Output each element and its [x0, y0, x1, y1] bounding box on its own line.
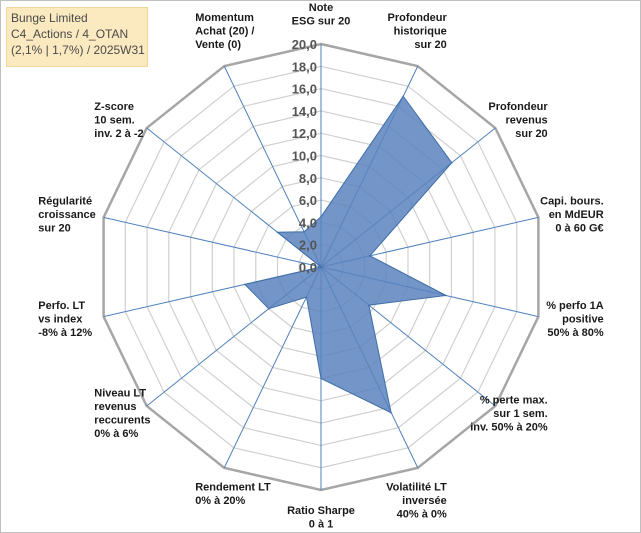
axis-label-line: Perfo. LT: [38, 300, 85, 312]
axis-label-3: Capi. bours. en MdEUR 0 à 60 G€: [540, 196, 604, 235]
axis-label-line: en MdEUR: [549, 209, 604, 221]
data-point-11: [320, 266, 322, 268]
data-point-8: [305, 296, 308, 298]
axis-label-line: revenus: [94, 401, 136, 413]
axis-label-0: Note ESG sur 20: [292, 2, 351, 28]
data-point-7: [320, 377, 322, 380]
axis-label-line: inv. 2 à -2: [94, 128, 143, 140]
axis-label-line: Z-score: [94, 101, 134, 113]
axis-label-line: Rendement LT: [195, 482, 271, 494]
axis-label-line: positive: [562, 314, 604, 326]
axis-label-line: 0% à 6%: [94, 428, 138, 440]
data-point-5: [368, 304, 370, 307]
tick-label-9: 18,0: [292, 59, 317, 74]
axis-label-line: 40% à 0%: [397, 509, 447, 521]
axis-label-8: Rendement LT 0% à 20%: [195, 482, 271, 508]
data-point-10: [244, 283, 246, 286]
axis-label-line: 0 à 60 G€: [555, 223, 603, 235]
axis-label-line: Note: [309, 2, 333, 14]
data-point-3: [369, 255, 371, 257]
data-point-4: [445, 294, 447, 297]
data-point-6: [390, 411, 392, 414]
data-point-13: [303, 231, 305, 233]
axis-label-line: reccurents: [94, 415, 150, 427]
axis-label-line: Momentum: [195, 12, 254, 24]
tick-label-5: 10,0: [292, 149, 317, 164]
data-point-1: [402, 95, 405, 97]
axis-label-line: sur 20: [515, 128, 547, 140]
axis-label-line: Achat (20) /: [195, 25, 254, 37]
axis-label-line: Niveau LT: [94, 388, 146, 400]
axis-label-line: 10 sem.: [94, 115, 134, 127]
info-box: Bunge Limited C4_Actions / 4_OTAN (2,1% …: [6, 7, 148, 67]
axis-label-line: % perfo 1A: [546, 300, 604, 312]
axis-label-line: 50% à 80%: [547, 327, 603, 339]
tick-label-1: 2,0: [299, 238, 317, 253]
axis-label-line: Profondeur: [488, 101, 548, 113]
axis-label-2: Profondeur revenus sur 20: [488, 101, 548, 140]
axis-label-line: Capi. bours.: [540, 196, 604, 208]
axis-label-4: % perfo 1A positive 50% à 80%: [546, 300, 604, 339]
tick-label-3: 6,0: [299, 193, 317, 208]
info-line-1: Bunge Limited: [11, 11, 88, 25]
axis-label-line: 0% à 20%: [195, 495, 245, 507]
axis-label-7: Ratio Sharpe 0 à 1: [287, 505, 355, 531]
tick-label-8: 16,0: [292, 82, 317, 97]
tick-label-4: 8,0: [299, 171, 317, 186]
axis-label-6: Volatilité LT inversée 40% à 0%: [386, 482, 447, 521]
axis-label-line: sur 20: [414, 39, 446, 51]
axis-label-line: revenus: [505, 115, 547, 127]
axis-spoke-8: [223, 266, 322, 469]
tick-label-6: 12,0: [292, 126, 317, 141]
axis-label-line: Profondeur: [388, 12, 448, 24]
axis-label-line: % perte max.: [480, 394, 548, 406]
info-line-3: (2,1% | 1,7%) / 2025W31: [11, 43, 145, 57]
data-point-0: [320, 216, 322, 218]
axis-spoke-11: [103, 216, 322, 268]
data-point-9: [267, 307, 270, 310]
axis-label-13: Momentum Achat (20) / Vente (0): [195, 12, 254, 51]
axis-label-line: Volatilité LT: [386, 482, 447, 494]
axis-label-line: croissance: [38, 209, 95, 221]
info-line-2: C4_Actions / 4_OTAN: [11, 27, 129, 41]
axis-label-line: inv. 50% à 20%: [470, 421, 548, 433]
axis-label-line: vs index: [38, 314, 83, 326]
axis-label-line: -8% à 12%: [38, 327, 92, 339]
axis-label-line: ESG sur 20: [292, 16, 351, 28]
data-point-2: [451, 161, 453, 164]
axis-label-line: historique: [394, 25, 447, 37]
axis-label-10: Perfo. LT vs index -8% à 12%: [38, 300, 92, 339]
axis-label-12: Z-score 10 sem. inv. 2 à -2: [94, 101, 143, 140]
axis-label-line: Régularité: [38, 196, 92, 208]
axis-label-1: Profondeur historique sur 20: [388, 12, 448, 51]
tick-label-2: 4,0: [299, 215, 317, 230]
axis-label-line: sur 20: [38, 223, 70, 235]
data-point-12: [276, 231, 279, 233]
axis-label-11: Régularité croissance sur 20: [38, 196, 95, 235]
tick-label-0: 0,0: [299, 260, 317, 275]
tick-label-7: 14,0: [292, 104, 317, 119]
axis-label-line: sur 1 sem.: [493, 408, 547, 420]
tick-label-10: 20,0: [292, 37, 317, 52]
axis-label-line: Vente (0): [195, 39, 241, 51]
axis-label-line: inversée: [402, 495, 447, 507]
axis-label-line: Ratio Sharpe: [287, 505, 355, 517]
axis-label-9: Niveau LT revenus reccurents 0% à 6%: [94, 388, 150, 441]
axis-label-line: 0 à 1: [309, 519, 333, 531]
axis-label-5: % perte max. sur 1 sem. inv. 50% à 20%: [470, 394, 548, 433]
